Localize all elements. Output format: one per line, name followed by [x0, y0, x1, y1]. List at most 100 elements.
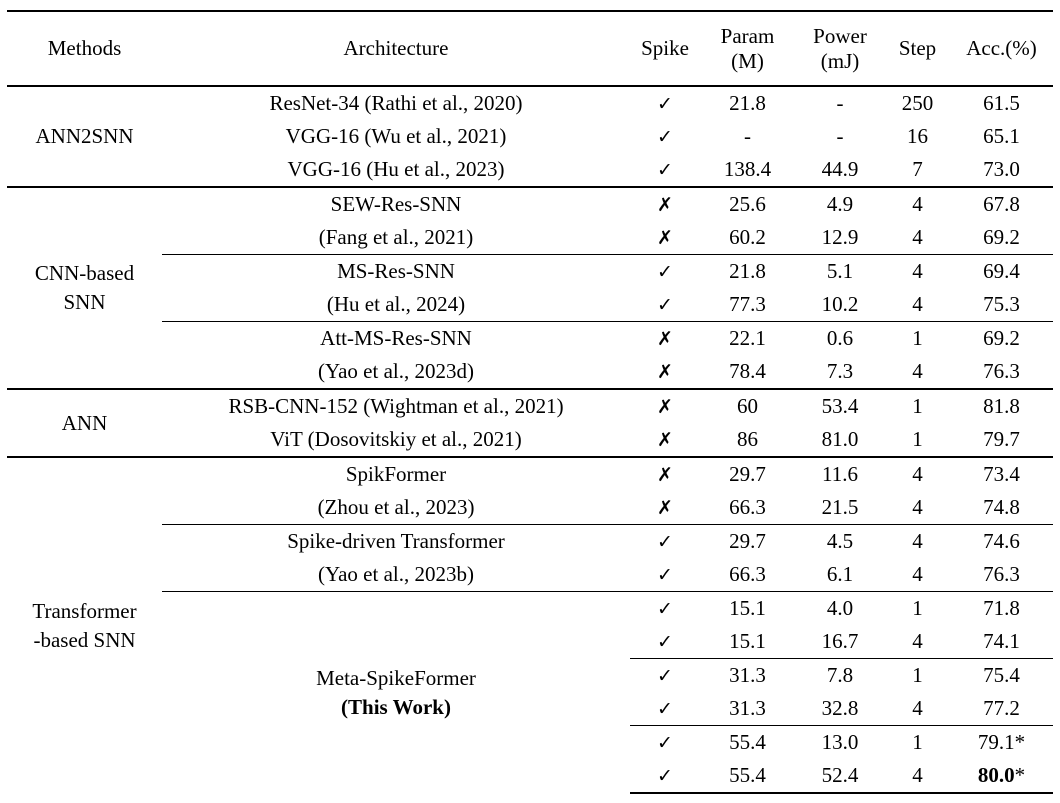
cell-acc: 71.8 [950, 591, 1053, 625]
cell-power: - [836, 123, 844, 148]
cell-param: 138.4 [723, 156, 772, 181]
acc-value: 81.8 [983, 393, 1020, 418]
cell-acc: 75.3 [950, 288, 1053, 322]
cell-power: 44.9 [821, 156, 859, 181]
cross-icon: ✗ [657, 360, 673, 383]
col-header-param: Param (M) [700, 10, 795, 87]
cross-icon: ✗ [657, 496, 673, 519]
table-row: (Zhou et al., 2023) ✗ 66.3 21.5 4 74.8 [7, 491, 1053, 525]
cell-step: 4 [885, 524, 950, 558]
check-icon: ✓ [657, 260, 673, 283]
cell-architecture: (Yao et al., 2023b) [318, 562, 474, 587]
acc-value: 69.4 [983, 258, 1020, 283]
cell-power: 4.5 [795, 524, 885, 558]
cell-power: - [836, 90, 844, 115]
cell-param: 60 [700, 388, 795, 423]
cell-acc: 77.2 [950, 692, 1053, 726]
cell-step: 4 [912, 494, 923, 519]
cell-step: 16 [907, 123, 928, 148]
cell-param: - [744, 123, 751, 148]
cell-spike: ✓ [630, 625, 700, 659]
cell-power: 10.2 [821, 291, 859, 316]
cell-acc: 69.2 [950, 221, 1053, 255]
cell-step: 4 [912, 358, 923, 383]
cell-architecture: (Zhou et al., 2023) [317, 495, 475, 520]
cell-step: 7 [912, 156, 923, 181]
cell-architecture: VGG-16 (Wu et al., 2021) [285, 124, 507, 149]
cell-method-group: ANN [7, 388, 162, 457]
cell-param: 31.3 [700, 658, 795, 692]
check-icon: ✓ [657, 92, 673, 115]
cell-step: 1 [885, 388, 950, 423]
cell-param: 25.6 [700, 186, 795, 221]
table-row: ANN2SNN ResNet-34 (Rathi et al., 2020) ✓ 21… [7, 86, 1053, 148]
cell-acc: 74.8 [950, 491, 1053, 525]
col-header-acc: Acc.(%) [950, 10, 1053, 87]
cell-spike: ✓ [630, 692, 700, 726]
cell-param: 55.4 [700, 725, 795, 759]
check-icon: ✓ [657, 697, 673, 720]
check-icon: ✓ [657, 530, 673, 553]
cell-param: 77.3 [729, 291, 766, 316]
cell-acc: 61.5 [950, 86, 1053, 120]
cell-acc: 69.2 [950, 321, 1053, 355]
cell-acc: 79.1* [950, 725, 1053, 759]
cell-param: 29.7 [700, 524, 795, 558]
cell-acc: 74.6 [950, 524, 1053, 558]
cell-architecture: SEW-Res-SNN [162, 186, 630, 221]
cell-power: 4.9 [795, 186, 885, 221]
col-header-architecture: Architecture [162, 10, 630, 87]
cross-icon: ✗ [657, 395, 673, 418]
cell-spike: ✗ [630, 321, 700, 355]
check-icon: ✓ [657, 125, 673, 148]
cell-architecture: Meta-SpikeFormer (This Work) [162, 591, 630, 793]
cell-param: 22.1 [700, 321, 795, 355]
cell-method-group: ANN2SNN [35, 124, 134, 149]
table-row: VGG-16 (Hu et al., 2023) ✓ 138.4 44.9 7 73.0 [7, 153, 1053, 187]
cell-power: 5.1 [795, 254, 885, 288]
acc-value: 71.8 [983, 595, 1020, 620]
cross-icon: ✗ [657, 327, 673, 350]
cell-spike: ✓ [630, 591, 700, 625]
check-icon: ✓ [657, 293, 673, 316]
cell-acc: 76.3 [950, 355, 1053, 389]
cell-spike: ✓ [630, 759, 700, 794]
table-row: CNN-based SNN SEW-Res-SNN ✗ 25.6 4.9 4 67.8 [7, 186, 1053, 389]
table-row: Att-MS-Res-SNN ✗ 22.1 0.6 1 69.2 [7, 321, 1053, 355]
table-body: ANN2SNN ResNet-34 (Rathi et al., 2020) ✓ 21… [7, 86, 1053, 794]
cell-spike: ✗ [630, 388, 700, 423]
cell-acc: 79.7 [950, 423, 1053, 457]
cell-acc: 69.4 [950, 254, 1053, 288]
cell-architecture: (Hu et al., 2024) [326, 292, 466, 317]
cell-step: 4 [885, 456, 950, 491]
cell-architecture: ViT (Dosovitskiy et al., 2021) [270, 427, 522, 452]
cell-step: 4 [885, 186, 950, 221]
check-icon: ✓ [657, 597, 673, 620]
table-row: ANN RSB-CNN-152 (Wightman et al., 2021) ✗ 6… [7, 388, 1053, 457]
acc-value: 75.3 [983, 291, 1020, 316]
cell-spike: ✓ [630, 658, 700, 692]
cell-acc: 80.0* [950, 759, 1053, 794]
cell-step: 4 [912, 628, 923, 653]
cell-param: 78.4 [729, 358, 766, 383]
cell-power: 7.8 [795, 658, 885, 692]
cross-icon: ✗ [657, 428, 673, 451]
cell-param: 15.1 [700, 591, 795, 625]
cell-architecture: SpikFormer [162, 456, 630, 491]
cell-spike: ✓ [630, 86, 700, 120]
acc-value: 74.1 [983, 628, 1020, 653]
acc-value: 69.2 [983, 325, 1020, 350]
table-row: ✓ 31.3 7.8 1 75.4 [7, 658, 1053, 692]
cell-param: 15.1 [729, 628, 766, 653]
check-icon: ✓ [657, 731, 673, 754]
acc-value: 77.2 [983, 695, 1020, 720]
cell-spike: ✗ [630, 221, 700, 255]
check-icon: ✓ [657, 664, 673, 687]
cell-spike: ✗ [630, 186, 700, 221]
acc-value: 76.3 [983, 561, 1020, 586]
this-work-label: (This Work) [341, 694, 451, 719]
cell-spike: ✗ [630, 355, 700, 389]
cell-power: 81.0 [821, 426, 859, 451]
cell-step: 1 [885, 591, 950, 625]
cell-architecture: MS-Res-SNN [162, 254, 630, 288]
